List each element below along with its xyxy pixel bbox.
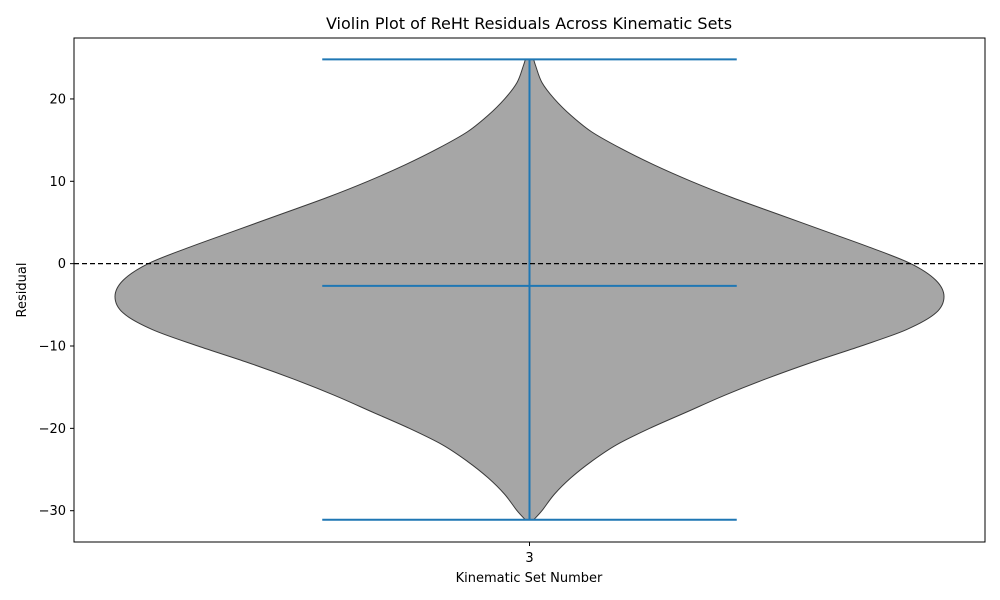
y-tick-label: −30 xyxy=(39,504,66,519)
y-tick-label: −20 xyxy=(39,422,66,437)
plot-area xyxy=(74,58,985,521)
x-tick-label: 3 xyxy=(525,551,533,566)
y-axis: 20 10 0 −10 −20 −30 xyxy=(39,92,74,519)
y-tick-label: 10 xyxy=(49,175,66,190)
chart-title: Violin Plot of ReHt Residuals Across Kin… xyxy=(326,14,732,33)
x-axis-label: Kinematic Set Number xyxy=(456,571,603,586)
y-axis-label: Residual xyxy=(15,263,30,318)
y-tick-label: 20 xyxy=(49,92,66,107)
y-tick-label: −10 xyxy=(39,340,66,355)
x-axis: 3 xyxy=(525,542,534,566)
y-tick-label: 0 xyxy=(58,257,66,272)
